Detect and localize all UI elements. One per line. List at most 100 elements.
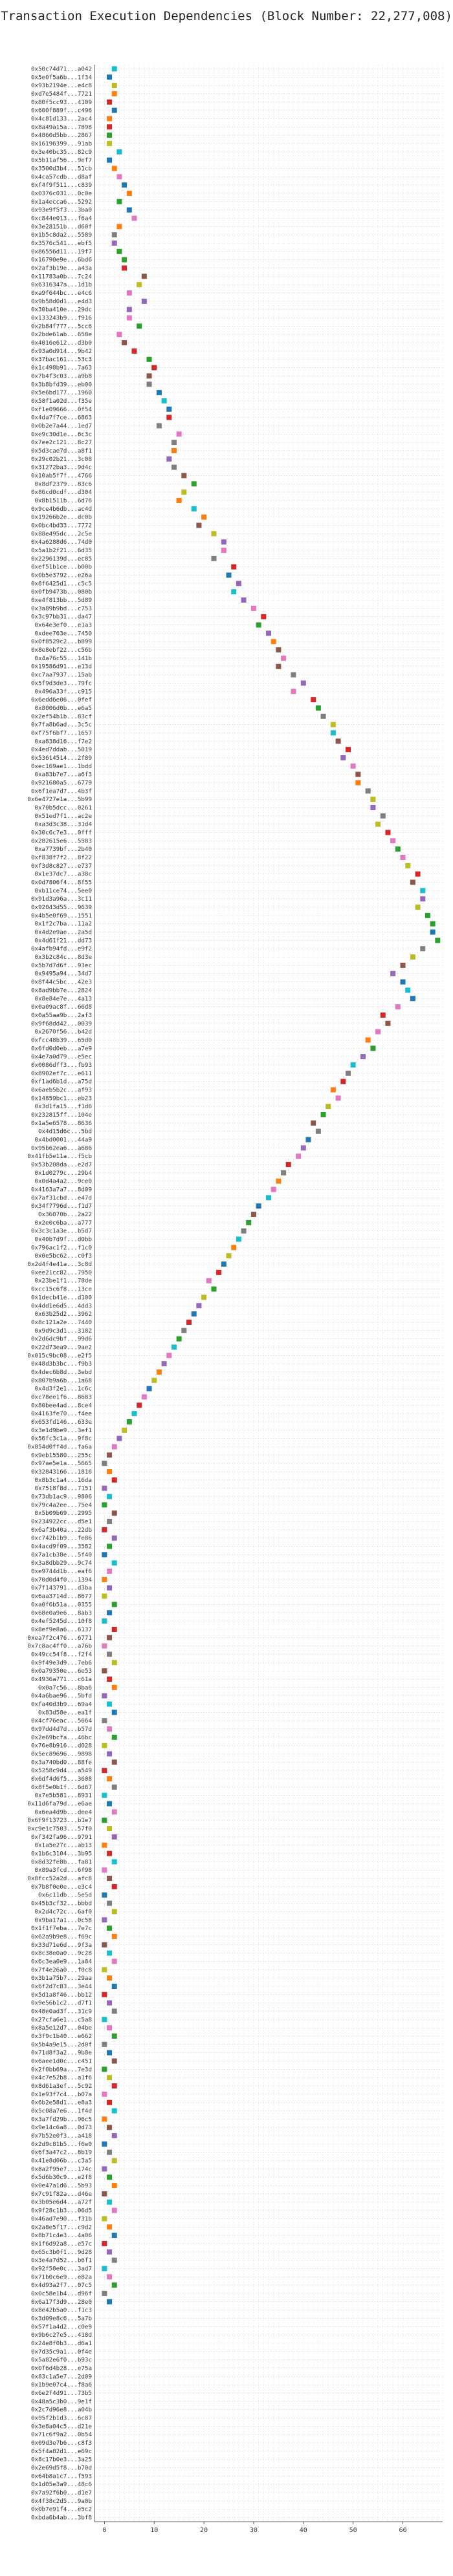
data-point [111,2257,117,2263]
data-point [126,315,132,321]
y-tick-label: 0x2e0c6ba...a777 [34,1219,92,1227]
data-point [126,290,132,296]
y-tick-label: 0x70d0d4f0...1394 [31,1576,93,1583]
data-point [146,373,152,379]
data-point [111,1983,117,1989]
data-point [231,1245,237,1250]
data-point [410,879,415,885]
y-tick-label: 0x4c7e52b8...a1f6 [31,2074,92,2081]
y-tick-label: 0x5b7d7d6f...93ec [31,962,92,969]
data-point [345,747,351,753]
y-tick-label: 0x4e7a0d79...e5ec [31,1053,92,1060]
data-point [370,797,376,802]
x-tick-label: 10 [150,2527,158,2534]
y-tick-label: 0x24e8f0b3...d6a1 [31,2340,92,2347]
data-point [420,888,426,894]
y-tick-label: 0x9eb15580...255c [31,1452,92,1459]
y-tick-label: 0xc7aa7937...15ab [31,672,92,679]
data-point [107,1851,113,1856]
data-point [266,630,271,636]
y-tick-label: 0x3e40bc35...82c9 [31,149,92,156]
data-point [186,1319,192,1325]
y-tick-label: 0x4bd0001...44a9 [34,1137,92,1144]
data-point [102,2017,107,2023]
data-point [107,1676,113,1682]
data-point [131,215,137,221]
data-point [171,440,177,445]
data-point [107,2025,113,2031]
y-tick-label: 0x40b7d9f...d0bb [34,1236,92,1243]
data-point [116,332,122,338]
data-point [161,398,167,403]
y-tick-label: 0x3500d3b4...51cb [31,165,92,172]
data-point [107,140,113,146]
y-tick-label: 0x76e8b916...d028 [31,1743,92,1750]
y-tick-label: 0x854d0ff4d...fa6a [27,1444,92,1451]
y-tick-label: 0xee21cc82...7950 [31,1269,92,1276]
data-point [111,2233,117,2238]
y-tick-label: 0x88e495dc...2c5e [31,530,92,537]
data-point [107,1726,113,1732]
y-tick-label: 0x8a5e12d7...04be [31,2024,92,2032]
data-point [250,605,256,611]
y-tick-label: 0x36070b...2a22 [38,1211,92,1218]
y-tick-label: 0x0376c031...0c0e [31,190,92,197]
y-tick-label: 0x8f44c5bc...42e3 [31,979,92,986]
y-tick-label: 0x64b8a1c7...f593 [31,2473,92,2480]
y-tick-label: 0x4860d5bb...2867 [31,132,92,139]
data-point [102,1718,107,1724]
y-tick-label: 0x8e84e7e...4a13 [34,995,92,1002]
y-tick-label: 0x4a6bae96...5bfd [31,1693,92,1700]
data-point [271,639,276,645]
y-tick-label: 0x807b9a6b...1a68 [31,1377,92,1384]
data-point [111,1784,117,1790]
y-tick-label: 0x8b3c1a4...16da [34,1477,92,1484]
y-tick-label: 0x5e6bd177...1960 [31,389,92,396]
data-point [201,1294,207,1300]
data-point [176,1336,182,1342]
data-point [400,855,406,861]
y-tick-label: 0x3c3c1a3e...b5d7 [31,1228,92,1235]
data-point [211,1286,217,1292]
y-tick-label: 0x89a3fcd...6f98 [34,1867,92,1874]
data-point [256,1203,261,1209]
data-point [107,157,113,163]
data-point [111,2158,117,2163]
data-point [246,1219,252,1225]
y-tick-label: 0x95b62ea6...a686 [31,1144,92,1152]
y-tick-label: 0x133243b9...f916 [31,315,92,322]
y-tick-label: 0x8006d0b...e6a5 [34,705,92,712]
y-tick-label: 0x4d3f2e1...1c6c [34,1386,92,1393]
y-tick-label: 0xef51b1ce...b00b [31,564,92,571]
data-point [102,1818,107,1823]
y-tick-label: 0x7d35c9a1...0f4e [31,2348,92,2356]
y-tick-label: 0x4ca57cdb...d8af [31,173,92,180]
data-point [276,647,282,653]
data-point [107,1494,113,1499]
data-point [102,1917,107,1923]
y-tick-label: 0x7c8ac4ff0...a76b [27,1643,92,1650]
y-tick-label: 0x5b09b69...2995 [34,1510,92,1517]
data-point [137,1402,142,1408]
data-point [122,257,127,263]
y-tick-label: 0x6e4727e1a...5b99 [27,796,92,803]
y-tick-label: 0x70b5dcc...0261 [34,804,92,811]
data-point [126,1419,132,1424]
data-point [176,497,182,503]
data-point [430,929,436,935]
data-point [256,622,261,628]
y-tick-label: 0x8df2379...83c6 [34,480,92,488]
y-tick-label: 0x4dd1e6d5...4dd3 [31,1302,92,1309]
y-tick-label: 0x8b71c4e3...4a06 [31,2232,92,2239]
y-tick-label: 0x3c97bb31...da47 [31,614,92,621]
data-point [300,1145,306,1151]
y-tick-label: 0x10ab5f7f...4766 [31,472,92,479]
chart-title: Transaction Execution Dependencies (Bloc… [1,9,452,23]
y-tick-label: 0x0f8529c2...b899 [31,638,92,645]
data-point [102,2116,107,2122]
y-tick-label: 0x7a1cb38e...5f40 [31,1551,92,1558]
data-point [122,1427,127,1433]
data-point [107,2099,113,2105]
y-tick-label: 0x9b58d0d1...e4d3 [31,298,92,305]
y-tick-label: 0x8ad9bb7e...2824 [31,987,93,994]
